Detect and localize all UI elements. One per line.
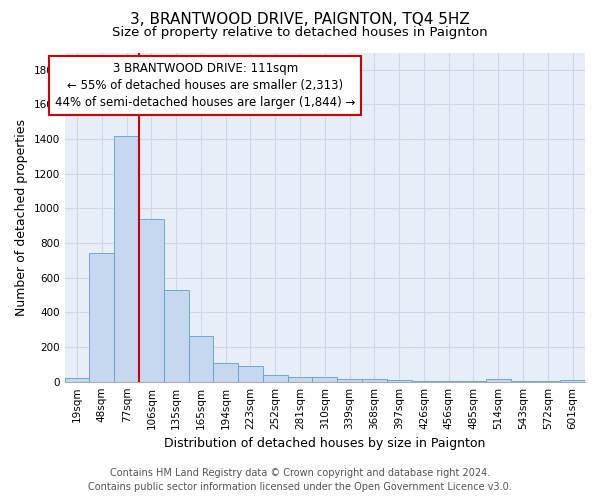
Text: Contains HM Land Registry data © Crown copyright and database right 2024.
Contai: Contains HM Land Registry data © Crown c… — [88, 468, 512, 492]
Text: 3 BRANTWOOD DRIVE: 111sqm
← 55% of detached houses are smaller (2,313)
44% of se: 3 BRANTWOOD DRIVE: 111sqm ← 55% of detac… — [55, 62, 355, 110]
Bar — [164, 290, 188, 382]
Text: 3, BRANTWOOD DRIVE, PAIGNTON, TQ4 5HZ: 3, BRANTWOOD DRIVE, PAIGNTON, TQ4 5HZ — [130, 12, 470, 28]
Bar — [114, 136, 139, 382]
Bar — [412, 381, 436, 382]
Y-axis label: Number of detached properties: Number of detached properties — [15, 118, 28, 316]
Bar — [337, 379, 362, 382]
Bar — [188, 336, 214, 382]
Bar — [362, 379, 387, 382]
Text: Size of property relative to detached houses in Paignton: Size of property relative to detached ho… — [112, 26, 488, 39]
Bar — [214, 364, 238, 382]
Bar — [89, 253, 114, 382]
Bar — [436, 381, 461, 382]
Bar — [387, 380, 412, 382]
Bar — [287, 377, 313, 382]
Bar — [139, 219, 164, 382]
Bar — [560, 380, 585, 382]
Bar — [263, 375, 287, 382]
Bar — [486, 379, 511, 382]
Bar — [461, 381, 486, 382]
X-axis label: Distribution of detached houses by size in Paignton: Distribution of detached houses by size … — [164, 437, 485, 450]
Bar — [511, 381, 535, 382]
Bar — [535, 381, 560, 382]
Bar — [313, 377, 337, 382]
Bar — [238, 366, 263, 382]
Bar — [65, 378, 89, 382]
